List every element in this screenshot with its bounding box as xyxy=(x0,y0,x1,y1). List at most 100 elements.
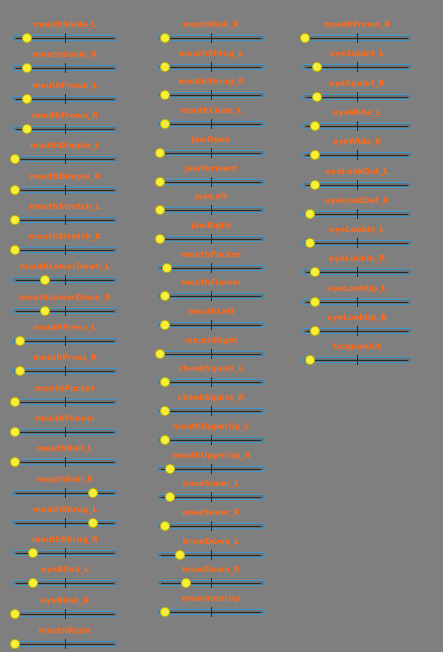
blendshape-slider[interactable]: eyeSquint_R xyxy=(302,77,412,105)
slider-handle[interactable] xyxy=(310,121,321,131)
slider-handle[interactable] xyxy=(155,234,165,244)
blendshape-slider[interactable]: mouthLowerDown_R xyxy=(12,291,118,319)
slider-handle[interactable] xyxy=(160,33,171,43)
slider-track[interactable] xyxy=(157,90,265,100)
slider-track[interactable] xyxy=(157,377,265,387)
slider-track[interactable] xyxy=(157,177,265,187)
slider-handle[interactable] xyxy=(40,306,50,316)
blendshape-slider[interactable]: eyeLookIn_L xyxy=(302,223,412,251)
slider-handle[interactable] xyxy=(10,245,20,255)
slider-track[interactable] xyxy=(157,550,265,560)
slider-handle[interactable] xyxy=(300,33,310,43)
slider-handle[interactable] xyxy=(160,435,171,445)
slider-track[interactable] xyxy=(12,548,118,558)
slider-handle[interactable] xyxy=(310,297,321,307)
slider-track[interactable] xyxy=(157,205,265,215)
slider-track[interactable] xyxy=(157,320,265,330)
slider-track[interactable] xyxy=(302,238,412,248)
slider-track[interactable] xyxy=(12,185,118,195)
blendshape-slider[interactable]: mouthPress_L xyxy=(12,321,118,349)
blendshape-slider[interactable]: tongueOut xyxy=(302,340,412,368)
slider-handle[interactable] xyxy=(160,320,171,330)
blendshape-slider[interactable]: mouthRoll_L xyxy=(10,442,118,470)
slider-track[interactable] xyxy=(12,488,118,498)
slider-track[interactable] xyxy=(157,148,265,158)
blendshape-slider[interactable]: mouthStretch_R xyxy=(10,230,118,258)
slider-track[interactable] xyxy=(302,121,412,131)
slider-track[interactable] xyxy=(157,578,265,588)
blendshape-slider[interactable]: cheekSquint_R xyxy=(157,391,265,419)
blendshape-slider[interactable]: eyeSquint_L xyxy=(302,47,412,75)
slider-track[interactable] xyxy=(12,397,118,407)
slider-track[interactable] xyxy=(302,33,412,43)
blendshape-slider[interactable]: mouthRight xyxy=(155,334,265,362)
slider-track[interactable] xyxy=(157,607,265,617)
slider-handle[interactable] xyxy=(312,92,323,102)
slider-handle[interactable] xyxy=(155,205,165,215)
slider-track[interactable] xyxy=(12,94,118,104)
slider-handle[interactable] xyxy=(28,548,38,558)
slider-track[interactable] xyxy=(157,291,265,301)
slider-handle[interactable] xyxy=(88,518,98,528)
blendshape-slider[interactable]: mouthRight xyxy=(10,624,118,652)
slider-handle[interactable] xyxy=(310,150,321,160)
slider-handle[interactable] xyxy=(40,275,50,285)
slider-handle[interactable] xyxy=(162,263,173,273)
slider-handle[interactable] xyxy=(160,521,171,531)
slider-track[interactable] xyxy=(12,124,118,134)
blendshape-slider[interactable]: noseSneer_R xyxy=(157,506,265,534)
blendshape-slider[interactable]: mouthUpperUp_R xyxy=(157,449,265,477)
slider-track[interactable] xyxy=(12,306,118,316)
slider-track[interactable] xyxy=(302,209,412,219)
slider-handle[interactable] xyxy=(305,209,316,219)
blendshape-slider[interactable]: noseSneer_L xyxy=(157,477,265,505)
blendshape-slider[interactable]: mouthRoll_R xyxy=(157,18,265,46)
blendshape-slider[interactable]: eyeLookIn_R xyxy=(302,252,412,280)
blendshape-slider[interactable]: mouthPucker xyxy=(10,382,118,410)
slider-track[interactable] xyxy=(12,275,118,285)
slider-handle[interactable] xyxy=(160,406,171,416)
blendshape-slider[interactable]: jawLeft xyxy=(155,190,265,218)
slider-handle[interactable] xyxy=(155,349,165,359)
slider-track[interactable] xyxy=(157,234,265,244)
slider-track[interactable] xyxy=(12,336,118,346)
slider-track[interactable] xyxy=(12,457,118,467)
blendshape-slider[interactable]: browInnerUp xyxy=(157,592,265,620)
slider-track[interactable] xyxy=(302,297,412,307)
blendshape-slider[interactable]: mouthFrown_R xyxy=(300,18,412,46)
blendshape-slider[interactable]: mouthSmile_L xyxy=(12,18,118,46)
slider-track[interactable] xyxy=(157,349,265,359)
blendshape-slider[interactable]: mouthPucker xyxy=(157,248,265,276)
blendshape-slider[interactable]: mouthDimple_R xyxy=(10,170,118,198)
slider-track[interactable] xyxy=(302,326,412,336)
slider-track[interactable] xyxy=(157,492,265,502)
slider-handle[interactable] xyxy=(155,177,165,187)
slider-handle[interactable] xyxy=(160,291,171,301)
slider-handle[interactable] xyxy=(160,377,171,387)
slider-handle[interactable] xyxy=(310,267,321,277)
slider-track[interactable] xyxy=(157,435,265,445)
blendshape-slider[interactable]: eyeBlink_L xyxy=(12,563,118,591)
slider-track[interactable] xyxy=(302,150,412,160)
blendshape-slider[interactable]: mouthShrug_L xyxy=(157,47,265,75)
slider-track[interactable] xyxy=(157,406,265,416)
slider-handle[interactable] xyxy=(22,63,32,73)
slider-track[interactable] xyxy=(12,154,118,164)
blendshape-slider[interactable]: mouthRoll_R xyxy=(12,473,118,501)
slider-handle[interactable] xyxy=(305,355,316,365)
slider-handle[interactable] xyxy=(28,578,38,588)
blendshape-slider[interactable]: mouthFrown_L xyxy=(12,79,118,107)
blendshape-slider[interactable]: eyeWide_R xyxy=(302,135,412,163)
slider-track[interactable] xyxy=(157,119,265,129)
slider-track[interactable] xyxy=(302,92,412,102)
blendshape-slider[interactable]: eyeBlink_R xyxy=(10,594,118,622)
slider-handle[interactable] xyxy=(160,90,171,100)
slider-handle[interactable] xyxy=(10,215,20,225)
slider-handle[interactable] xyxy=(155,148,165,158)
slider-track[interactable] xyxy=(157,464,265,474)
slider-handle[interactable] xyxy=(10,457,20,467)
slider-handle[interactable] xyxy=(10,427,20,437)
slider-handle[interactable] xyxy=(160,607,171,617)
blendshape-slider[interactable]: eyeLookUp_R xyxy=(302,311,412,339)
blendshape-slider[interactable]: jawForward xyxy=(155,162,265,190)
